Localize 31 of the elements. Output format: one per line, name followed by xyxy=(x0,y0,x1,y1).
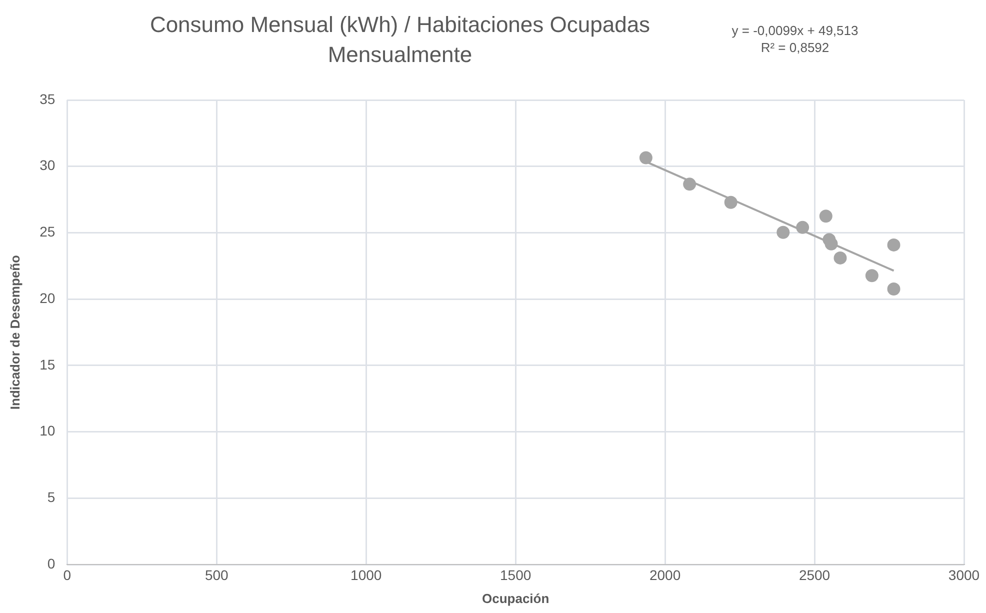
x-tick-label: 3000 xyxy=(948,566,980,583)
y-tick-label: 30 xyxy=(40,157,56,174)
y-tick-label: 35 xyxy=(40,90,56,107)
y-axis-title: Indicador de Desempeño xyxy=(7,254,22,410)
y-tick-label: 10 xyxy=(40,422,56,439)
y-tick-label: 5 xyxy=(47,489,56,506)
point xyxy=(887,282,900,296)
y-tick-label: 15 xyxy=(40,356,56,372)
point xyxy=(819,210,832,223)
point xyxy=(865,269,878,282)
point xyxy=(796,220,810,234)
chart-title: Consumo Mensual (kWh) / Habitaciones Ocupadas Mensualmente xyxy=(148,11,652,69)
y-tick-label: 25 xyxy=(40,224,56,240)
x-tick-label: 1500 xyxy=(500,566,532,583)
x-tick-label: 0 xyxy=(63,566,72,583)
x-tick-label: 2000 xyxy=(649,566,681,583)
point xyxy=(834,251,847,264)
x-tick-label: 500 xyxy=(204,566,229,583)
point xyxy=(683,178,696,191)
text: y = -0,0099x + 49,513 xyxy=(730,22,860,39)
point xyxy=(639,151,652,164)
x-tick-label: 2500 xyxy=(798,566,830,583)
point xyxy=(776,226,790,239)
y-tick-label: 20 xyxy=(40,290,56,306)
y-tick-label: 0 xyxy=(47,555,56,572)
point xyxy=(824,237,838,250)
text: R² = 0,8592 xyxy=(760,39,830,56)
x-tick-label: 1000 xyxy=(350,566,382,583)
x-axis-title: Ocupación xyxy=(482,590,550,606)
point xyxy=(724,196,738,209)
point xyxy=(887,238,900,252)
